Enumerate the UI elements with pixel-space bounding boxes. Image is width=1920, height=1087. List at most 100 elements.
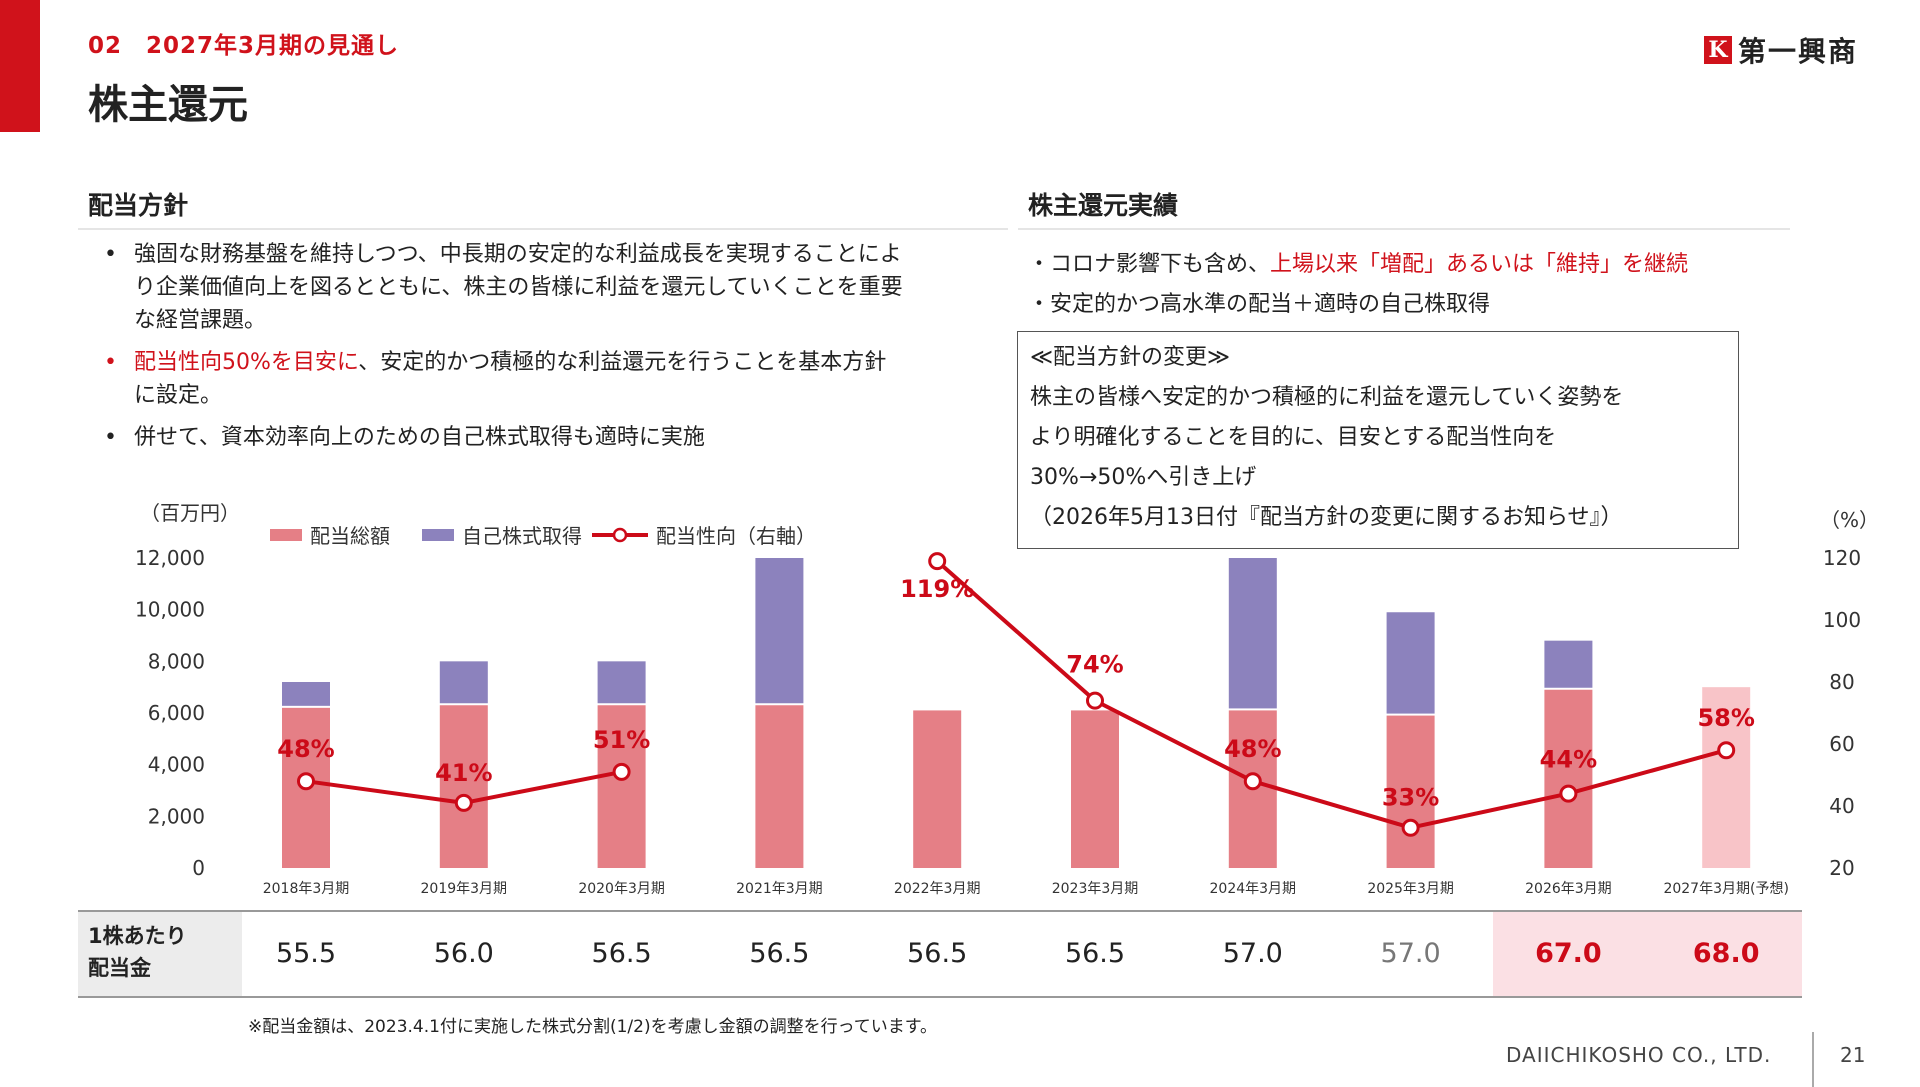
- logo-text: 第一興商: [1737, 35, 1858, 68]
- policy-bullet-2: • 配当性向50%を目安に、安定的かつ積極的な利益還元を行うことを基本方針 に設…: [104, 346, 964, 412]
- company-name: DAIICHIKOSHO CO., LTD.: [1506, 1043, 1772, 1067]
- policy-change-note: ≪配当方針の変更≫ 株主の皆様へ安定的かつ積極的に利益を還元していく姿勢を より…: [1017, 331, 1739, 549]
- bullet-1-line-2: り企業価値向上を図るとともに、株主の皆様に利益を還元していくことを重要: [134, 275, 903, 300]
- dps-value: 56.5: [749, 938, 810, 969]
- left-axis-tick-label: 8,000: [148, 649, 205, 673]
- payout-ratio-label: 48%: [277, 735, 334, 763]
- x-axis-tick-label: 2020年3月期: [578, 881, 665, 897]
- note-line-3: より明確化することを目的に、目安とする配当性向を: [1030, 425, 1557, 450]
- bullet-1-line-1: 強固な財務基盤を維持しつつ、中長期の安定的な利益成長を実現することによ: [134, 242, 902, 267]
- dps-row-header: 1株あたり 配当金: [78, 912, 242, 996]
- note-line-1: ≪配当方針の変更≫: [1030, 345, 1231, 370]
- dps-value: 56.5: [1064, 938, 1126, 969]
- x-axis-tick-label: 2019年3月期: [421, 881, 508, 897]
- bullet-dot: •: [104, 242, 117, 267]
- results-divider: [1018, 228, 1790, 230]
- policy-bullets: • 強固な財務基盤を維持しつつ、中長期の安定的な利益成長を実現することによ り企…: [104, 238, 964, 463]
- page-title: 株主還元: [88, 82, 248, 128]
- dps-value: 57.0: [1222, 938, 1283, 969]
- results-lines: ・コロナ影響下も含め、上場以来「増配」あるいは「維持」を継続 ・安定的かつ高水準…: [1028, 245, 1688, 325]
- buyback-bar: [439, 661, 488, 704]
- payout-ratio-label: 48%: [1224, 735, 1281, 763]
- split-adjustment-footnote: ※配当金額は、2023.4.1付に実施した株式分割(1/2)を考慮し金額の調整を…: [248, 1017, 938, 1037]
- legend-swatch-buyback: [422, 529, 454, 541]
- legend-swatch-dividend: [270, 529, 302, 541]
- buyback-bar: [1544, 640, 1593, 688]
- dps-value: 56.0: [433, 938, 494, 969]
- payout-target-highlight: 配当性向50%を目安に: [134, 350, 359, 375]
- payout-ratio-point: [1086, 691, 1104, 710]
- dividend-bar: [1702, 687, 1751, 868]
- x-axis-tick-label: 2025年3月期: [1367, 881, 1454, 897]
- dps-value: 57.0: [1380, 938, 1441, 969]
- left-axis-tick-label: 12,000: [135, 546, 205, 570]
- note-line-2: 株主の皆様へ安定的かつ積極的に利益を還元していく姿勢を: [1030, 385, 1624, 410]
- right-axis-tick-label: 40: [1829, 794, 1854, 818]
- dps-highlight-band: [1493, 912, 1802, 996]
- x-axis-tick-label: 2021年3月期: [736, 881, 823, 897]
- policy-divider: [78, 228, 1008, 230]
- dividend-bar: [1544, 689, 1593, 868]
- payout-ratio-label: 33%: [1382, 784, 1439, 812]
- policy-bullet-1: • 強固な財務基盤を維持しつつ、中長期の安定的な利益成長を実現することによ り企…: [104, 238, 964, 337]
- x-axis-tick-label: 2018年3月期: [263, 881, 350, 897]
- right-axis-tick-label: 120: [1823, 546, 1861, 570]
- payout-ratio-point: [928, 552, 947, 571]
- left-axis-tick-label: 4,000: [148, 753, 205, 777]
- dps-value: 56.5: [907, 938, 968, 969]
- results-line-1-prefix: ・コロナ影響下も含め、: [1028, 252, 1271, 277]
- payout-ratio-point: [1559, 784, 1578, 803]
- x-axis-tick-label: 2024年3月期: [1210, 881, 1297, 897]
- payout-ratio-label: 74%: [1066, 651, 1123, 679]
- payout-ratio-point: [454, 793, 473, 812]
- results-line-2: ・安定的かつ高水準の配当＋適時の自己株取得: [1028, 292, 1491, 317]
- page-separator: [1812, 1032, 1814, 1087]
- results-line-1-highlight: 上場以来「増配」あるいは「維持」を継続: [1270, 252, 1689, 277]
- dividend-bar: [439, 705, 488, 868]
- legend-label-dividend: 配当総額: [310, 524, 390, 548]
- dps-header-line-1: 1株あたり: [88, 924, 187, 948]
- x-axis-tick-label: 2023年3月期: [1052, 881, 1139, 897]
- right-axis-tick-label: 20: [1829, 856, 1854, 880]
- header-accent-bar: [0, 0, 40, 132]
- policy-heading: 配当方針: [88, 191, 189, 220]
- payout-ratio-point: [1243, 772, 1262, 791]
- buyback-bar: [1228, 558, 1277, 709]
- buyback-bar: [282, 682, 330, 706]
- logo-mark-icon: K: [1703, 36, 1732, 64]
- legend-label-payout: 配当性向（右軸）: [656, 524, 816, 548]
- dividend-bar: [1386, 715, 1435, 868]
- buyback-bar: [597, 661, 646, 704]
- dps-table-row: 1株あたり 配当金 55.5 56.0 56.5 56.5 56.5 56.5 57.0 57…: [78, 910, 1802, 998]
- dps-value: 67.0: [1535, 938, 1602, 969]
- bullet-1-line-3: な経営課題。: [134, 308, 267, 333]
- dps-header-line-2: 配当金: [88, 956, 151, 980]
- dividend-bar: [755, 705, 804, 868]
- legend-marker-payout: [612, 527, 628, 543]
- payout-ratio-label: 58%: [1697, 704, 1754, 732]
- right-axis-tick-label: 100: [1823, 608, 1861, 632]
- right-axis-unit: （%）: [1820, 508, 1879, 532]
- dividend-bar: [1071, 710, 1119, 868]
- buyback-bar: [1386, 612, 1435, 714]
- company-logo: K 第一興商: [1703, 30, 1858, 70]
- dps-value: 55.5: [275, 938, 337, 969]
- dps-value: 56.5: [591, 938, 652, 969]
- payout-ratio-line: [305, 559, 1727, 830]
- note-line-4: 30%→50%へ引き上げ: [1030, 465, 1257, 490]
- results-heading: 株主還元実績: [1028, 191, 1179, 220]
- dps-value: 68.0: [1692, 938, 1760, 969]
- page-number: 21: [1840, 1043, 1866, 1067]
- left-axis-tick-label: 10,000: [135, 598, 205, 622]
- left-axis-unit: （百万円）: [140, 501, 240, 525]
- right-axis-tick-label: 80: [1829, 670, 1854, 694]
- payout-ratio-point: [612, 762, 631, 781]
- x-axis-tick-label: 2027年3月期(予想): [1663, 881, 1788, 897]
- left-axis-tick-label: 6,000: [148, 701, 205, 725]
- x-axis-tick-label: 2022年3月期: [894, 881, 981, 897]
- dividend-bar: [597, 705, 646, 868]
- payout-ratio-point: [297, 772, 315, 791]
- buyback-bar: [755, 558, 804, 704]
- bullet-2-line-2: に設定。: [134, 383, 223, 408]
